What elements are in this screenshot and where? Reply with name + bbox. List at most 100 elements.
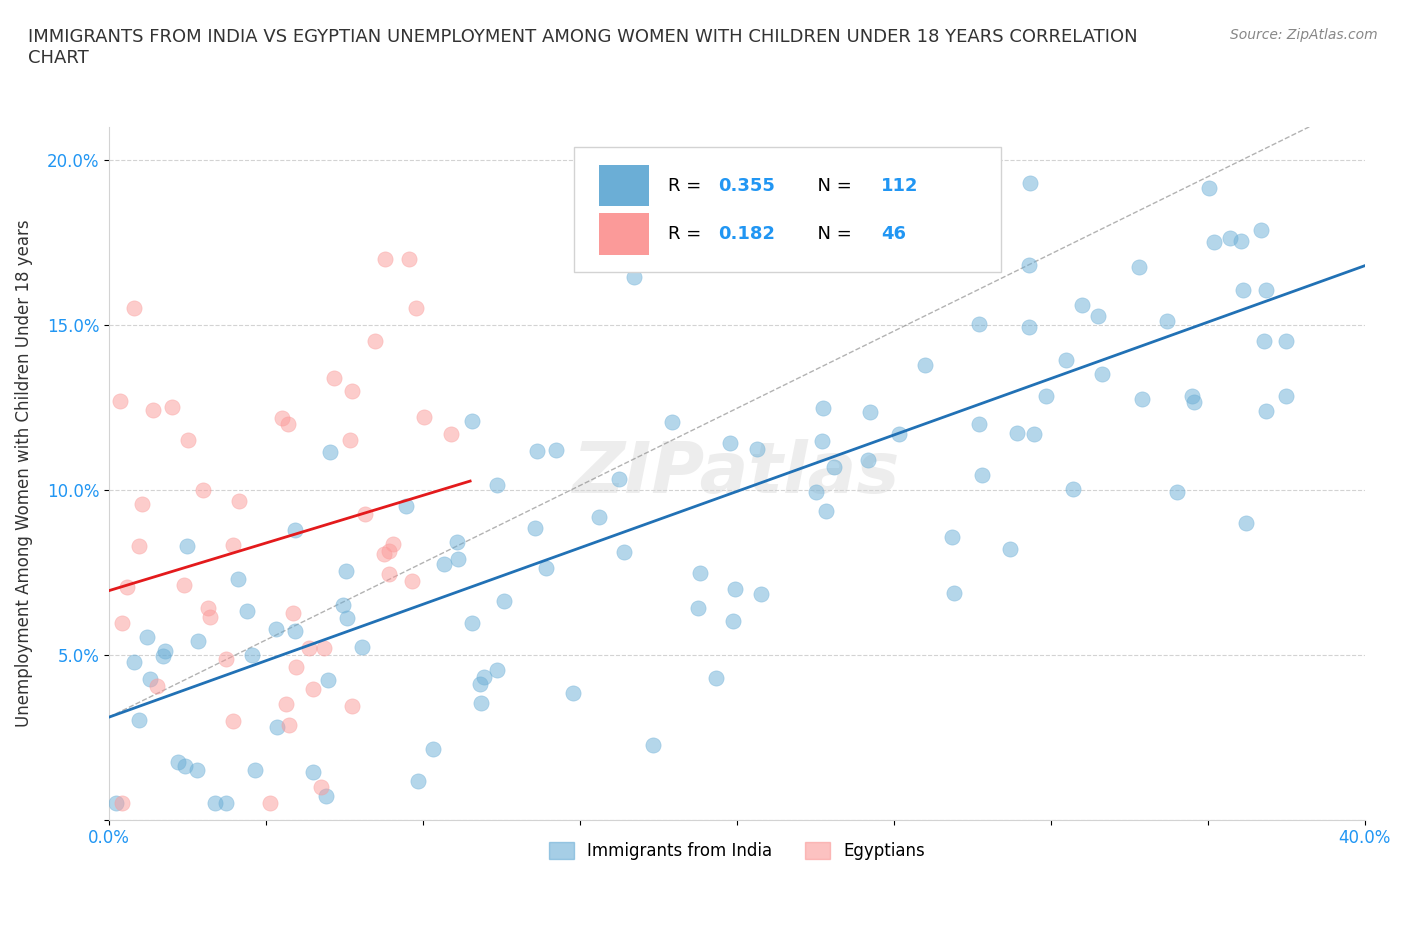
Point	[1070, 298, 1092, 312]
Point	[1035, 389, 1057, 404]
Point	[271, 410, 294, 425]
Point	[1219, 231, 1241, 246]
Point	[1091, 366, 1114, 381]
Point	[704, 671, 727, 685]
Point	[374, 251, 396, 266]
Point	[949, 246, 972, 261]
Point	[139, 671, 162, 686]
Text: N =: N =	[806, 225, 858, 243]
Point	[815, 504, 838, 519]
Point	[1181, 389, 1204, 404]
Point	[215, 652, 238, 667]
Point	[813, 400, 835, 415]
Point	[382, 537, 405, 551]
Point	[302, 682, 325, 697]
Point	[1018, 319, 1040, 334]
Text: IMMIGRANTS FROM INDIA VS EGYPTIAN UNEMPLOYMENT AMONG WOMEN WITH CHILDREN UNDER 1: IMMIGRANTS FROM INDIA VS EGYPTIAN UNEMPL…	[28, 28, 1137, 67]
Point	[135, 630, 157, 644]
Point	[446, 551, 468, 566]
Point	[167, 755, 190, 770]
Point	[433, 556, 456, 571]
Point	[941, 529, 963, 544]
Point	[316, 672, 339, 687]
Point	[661, 414, 683, 429]
FancyBboxPatch shape	[574, 147, 1001, 272]
Point	[146, 678, 169, 693]
Point	[1054, 352, 1077, 367]
Point	[111, 795, 134, 810]
Point	[534, 560, 557, 575]
Point	[440, 426, 463, 441]
Point	[193, 482, 215, 497]
Point	[153, 644, 176, 658]
Point	[1022, 427, 1045, 442]
Point	[858, 453, 880, 468]
Point	[395, 499, 418, 514]
Point	[226, 571, 249, 586]
Point	[1000, 541, 1022, 556]
Point	[110, 616, 132, 631]
Point	[823, 460, 845, 475]
Point	[339, 432, 361, 447]
Point	[277, 416, 299, 431]
Point	[228, 494, 250, 509]
Point	[607, 472, 630, 486]
Point	[804, 485, 827, 499]
Point	[461, 616, 484, 631]
Point	[378, 566, 401, 581]
Point	[281, 605, 304, 620]
Point	[259, 795, 281, 810]
Point	[364, 334, 387, 349]
Point	[274, 697, 297, 711]
Point	[1087, 308, 1109, 323]
Point	[1182, 394, 1205, 409]
Point	[841, 231, 863, 246]
Point	[222, 538, 245, 552]
Point	[969, 417, 991, 432]
Point	[688, 600, 710, 615]
Point	[1128, 259, 1150, 274]
Legend: Immigrants from India, Egyptians: Immigrants from India, Egyptians	[541, 835, 932, 867]
Point	[314, 641, 336, 656]
Point	[285, 659, 308, 674]
Point	[1156, 313, 1178, 328]
Point	[413, 410, 436, 425]
Text: 0.355: 0.355	[718, 177, 775, 194]
Point	[526, 444, 548, 458]
Point	[340, 384, 363, 399]
Point	[115, 579, 138, 594]
Point	[354, 507, 377, 522]
Point	[1275, 334, 1298, 349]
Point	[561, 685, 583, 700]
Point	[1230, 234, 1253, 249]
Point	[745, 442, 768, 457]
Point	[422, 741, 444, 756]
Text: R =: R =	[668, 177, 707, 194]
Point	[1234, 515, 1257, 530]
Point	[373, 547, 395, 562]
Point	[142, 403, 165, 418]
Point	[311, 780, 333, 795]
Point	[1198, 180, 1220, 195]
Point	[942, 585, 965, 600]
Point	[914, 358, 936, 373]
Point	[128, 539, 150, 554]
Point	[1005, 426, 1028, 441]
Point	[828, 236, 851, 251]
Point	[1062, 482, 1084, 497]
Point	[461, 414, 484, 429]
Point	[104, 795, 127, 810]
Point	[315, 788, 337, 803]
Point	[352, 640, 374, 655]
Point	[122, 655, 145, 670]
Point	[1250, 223, 1272, 238]
Point	[967, 317, 990, 332]
Point	[1256, 283, 1278, 298]
Point	[298, 641, 321, 656]
Point	[811, 433, 834, 448]
Point	[711, 208, 734, 223]
Point	[266, 719, 288, 734]
Point	[236, 603, 259, 618]
Point	[1232, 282, 1254, 297]
Point	[544, 443, 567, 458]
